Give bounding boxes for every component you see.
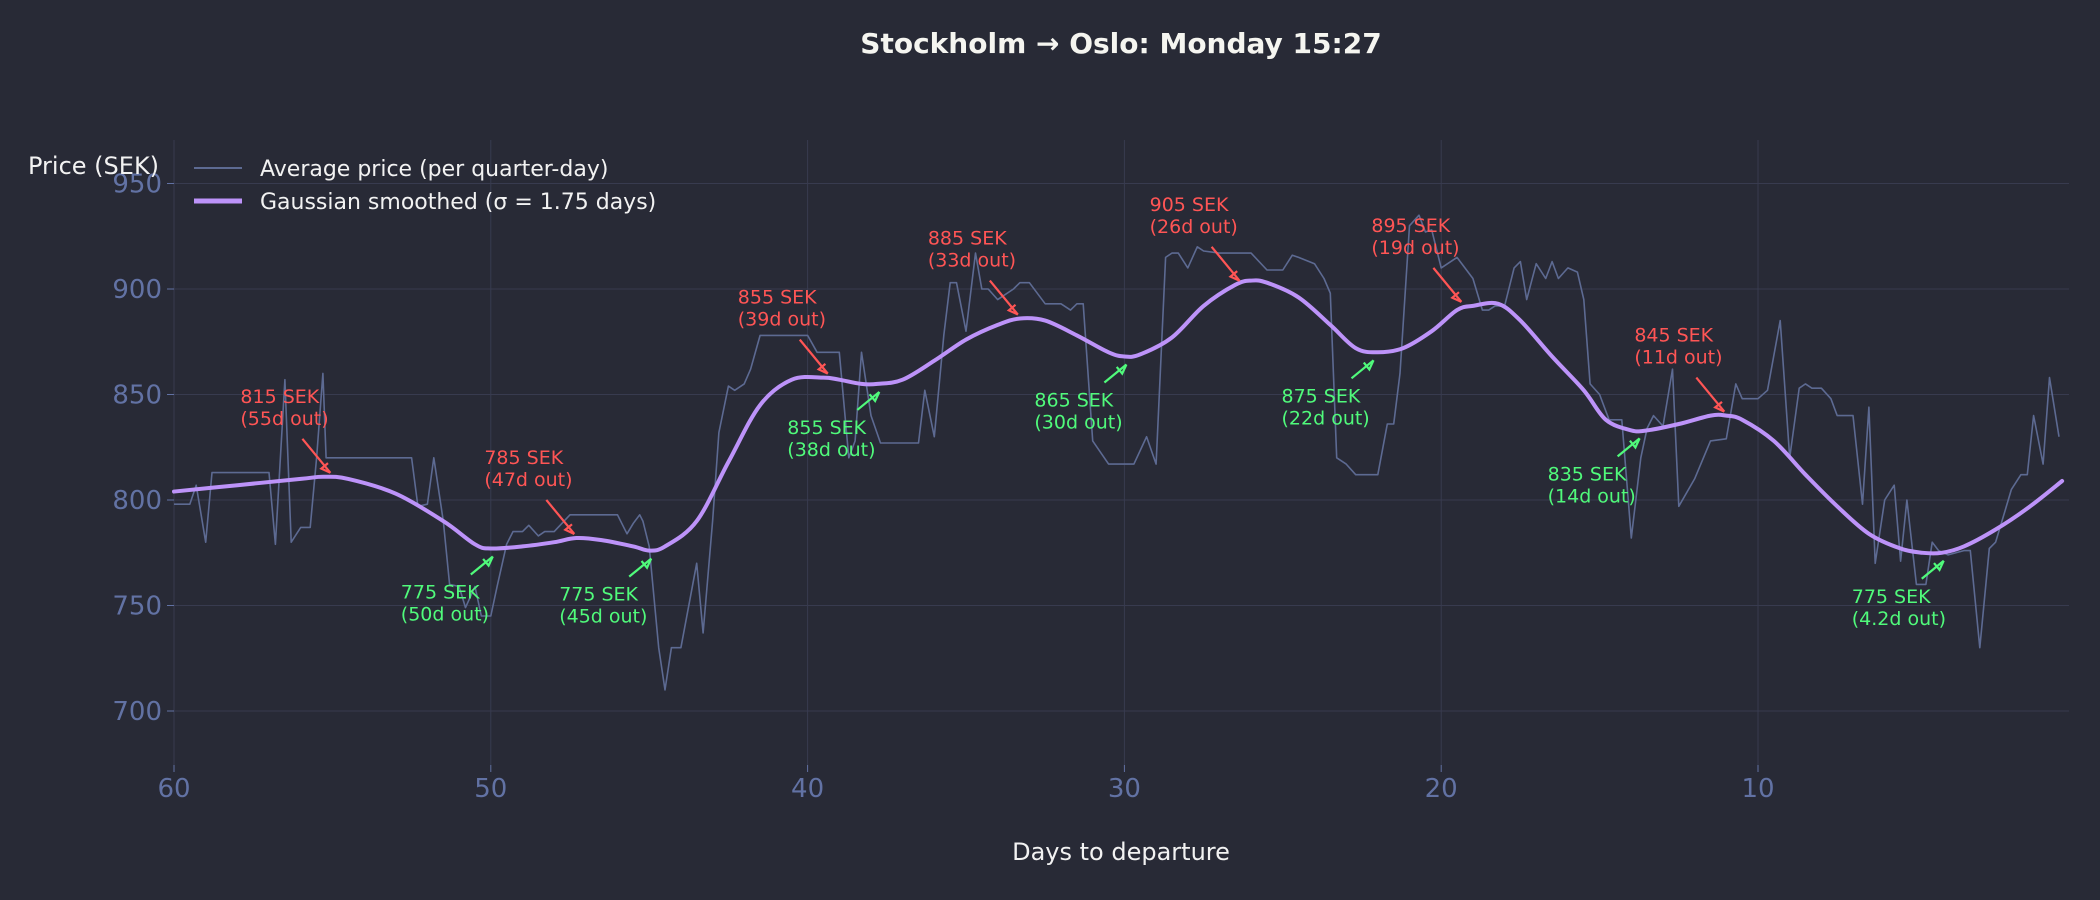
annotation-arrow — [628, 557, 652, 578]
annotation-arrowhead — [1228, 270, 1241, 282]
plot-area — [172, 214, 2065, 691]
x-axis-label: Days to departure — [1012, 838, 1230, 866]
annotation-arrow — [856, 391, 880, 411]
peak-annotation: 905 SEK(26d out) — [1150, 194, 1241, 282]
annotation-days: (50d out) — [401, 604, 489, 626]
annotation-days: (47d out) — [484, 469, 572, 491]
legend-label-raw: Average price (per quarter-day) — [260, 157, 608, 182]
annotation-arrow — [1103, 363, 1128, 384]
annotation-days: (19d out) — [1371, 237, 1459, 259]
annotation-arrow — [545, 499, 576, 535]
trough-annotation: 835 SEK(14d out) — [1548, 437, 1641, 507]
annotation-arrow — [1350, 359, 1375, 380]
peak-annotation: 895 SEK(19d out) — [1371, 215, 1463, 303]
annotation-arrowhead — [1629, 437, 1641, 450]
peak-annotation: 785 SEK(47d out) — [484, 447, 576, 535]
annotation-days: (38d out) — [787, 439, 875, 461]
y-tick-label: 700 — [112, 697, 162, 727]
annotation-arrowhead — [1115, 364, 1128, 376]
legend-label-smoothed: Gaussian smoothed (σ = 1.75 days) — [260, 190, 656, 215]
annotation-arrow — [301, 438, 332, 474]
y-axis-label: Price (SEK) — [28, 152, 159, 180]
annotation-price: 775 SEK — [559, 584, 638, 606]
annotation-arrow — [1432, 267, 1463, 303]
annotation-price: 775 SEK — [1852, 586, 1931, 608]
trough-annotation: 775 SEK(4.2d out) — [1852, 559, 1946, 630]
trough-annotation: 775 SEK(50d out) — [401, 555, 494, 626]
smoothed-price-line — [172, 278, 2065, 556]
annotation-arrowhead — [1362, 359, 1375, 372]
annotation-arrowhead — [1450, 291, 1462, 303]
x-tick-label: 20 — [1425, 774, 1458, 804]
annotation-price: 785 SEK — [484, 447, 563, 469]
y-tick-label: 950 — [112, 170, 162, 200]
annotation-arrow — [798, 338, 829, 375]
y-tick-label: 800 — [112, 486, 162, 516]
annotation-arrow — [1695, 376, 1726, 413]
annotation-days: (30d out) — [1034, 412, 1122, 434]
x-tick-label: 50 — [474, 774, 507, 804]
annotation-days: (55d out) — [240, 408, 328, 430]
y-tick-label: 750 — [112, 592, 162, 622]
annotation-arrowhead — [482, 556, 494, 568]
annotation-days: (26d out) — [1150, 216, 1238, 238]
annotation-price: 865 SEK — [1034, 390, 1113, 412]
trough-annotation: 865 SEK(30d out) — [1034, 363, 1128, 434]
annotation-days: (14d out) — [1548, 485, 1636, 507]
annotation-arrowhead — [816, 363, 829, 375]
annotation-price: 875 SEK — [1282, 385, 1361, 407]
annotation-arrowhead — [640, 558, 653, 570]
y-tick-label: 900 — [112, 275, 162, 305]
annotation-price: 905 SEK — [1150, 194, 1229, 216]
annotation-price: 815 SEK — [240, 386, 319, 408]
annotation-arrowhead — [868, 391, 881, 404]
annotation-price: 855 SEK — [787, 417, 866, 439]
x-tick-label: 40 — [791, 774, 824, 804]
annotation-arrow — [470, 555, 494, 576]
annotation-days: (45d out) — [559, 606, 647, 628]
x-tick-label: 10 — [1741, 774, 1774, 804]
peak-annotation: 885 SEK(33d out) — [928, 228, 1019, 316]
annotation-arrowhead — [1933, 560, 1945, 572]
peak-annotation: 845 SEK(11d out) — [1634, 325, 1726, 413]
annotation-arrowhead — [1006, 303, 1019, 316]
annotation-arrowhead — [1713, 401, 1725, 413]
annotation-days: (4.2d out) — [1852, 608, 1946, 630]
annotation-arrowhead — [563, 523, 575, 535]
raw-price-line — [174, 214, 2060, 691]
annotation-price: 835 SEK — [1548, 463, 1627, 485]
annotation-days: (39d out) — [738, 309, 826, 331]
annotation-price: 845 SEK — [1634, 325, 1713, 347]
annotation-arrow — [1616, 437, 1641, 458]
legend: Average price (per quarter-day) Gaussian… — [194, 157, 656, 215]
annotation-price: 895 SEK — [1371, 215, 1450, 237]
annotation-price: 885 SEK — [928, 228, 1007, 250]
annotation-price: 855 SEK — [738, 287, 817, 309]
trough-annotation: 775 SEK(45d out) — [559, 557, 653, 628]
trough-annotation: 875 SEK(22d out) — [1282, 359, 1375, 429]
y-tick-label: 850 — [112, 381, 162, 411]
annotation-price: 775 SEK — [401, 582, 480, 604]
grid — [173, 140, 2069, 765]
y-axis: 700 750 800 850 900 950 — [112, 170, 174, 727]
annotation-days: (11d out) — [1634, 347, 1722, 369]
annotation-arrow — [1210, 246, 1241, 282]
peak-annotation: 815 SEK(55d out) — [240, 386, 332, 474]
annotation-days: (22d out) — [1282, 407, 1370, 429]
x-tick-label: 60 — [157, 774, 190, 804]
x-tick-label: 30 — [1108, 774, 1141, 804]
trough-annotation: 855 SEK(38d out) — [787, 391, 881, 461]
chart-title: Stockholm → Oslo: Monday 15:27 — [860, 27, 1381, 60]
annotations: 815 SEK(55d out)785 SEK(47d out)855 SEK(… — [240, 194, 1946, 630]
peak-annotation: 855 SEK(39d out) — [738, 287, 829, 375]
annotation-arrowhead — [319, 462, 331, 474]
annotation-days: (33d out) — [928, 250, 1016, 272]
x-axis: 60 50 40 30 20 10 — [157, 765, 1775, 804]
annotation-arrow — [989, 279, 1019, 316]
annotation-arrow — [1921, 559, 1945, 580]
